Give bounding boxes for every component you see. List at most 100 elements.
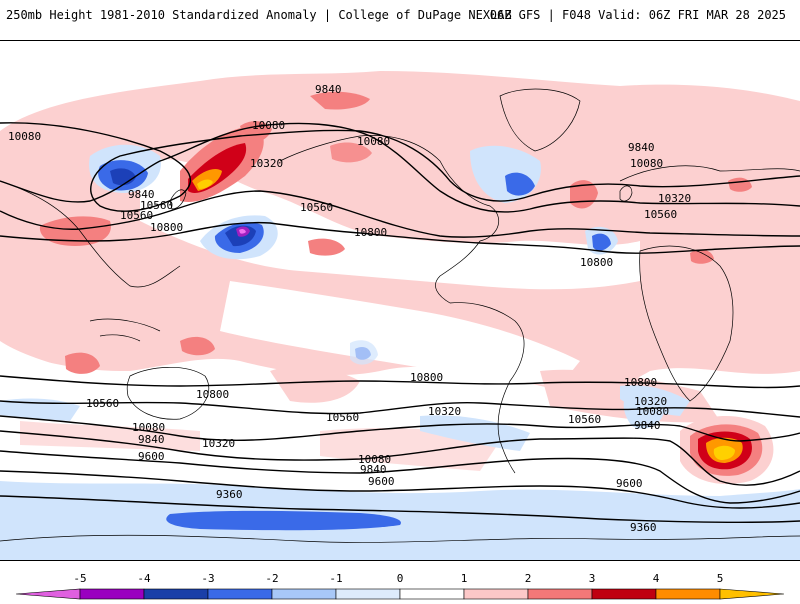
contour-line — [0, 415, 800, 442]
contour-line — [0, 400, 800, 418]
anomaly-region-neutral — [140, 158, 640, 290]
contour-label: 10800 — [624, 376, 657, 389]
contour-label: 10320 — [250, 157, 283, 170]
contour-label: 9840 — [138, 433, 165, 446]
colorbar-swatch — [591, 588, 657, 600]
contour-label: 10560 — [120, 209, 153, 222]
contour-line — [0, 450, 800, 504]
anomaly-region-negative — [0, 481, 800, 519]
contour-label: 10080 — [252, 119, 285, 132]
contour-label: 10320 — [634, 395, 667, 408]
contour-line — [0, 122, 800, 212]
anomaly-region-positive — [330, 142, 372, 163]
contour-line — [0, 495, 800, 524]
anomaly-region-negative — [166, 510, 401, 531]
contour-labels: 9840 10080 10080 10320 9840 10560 10800 … — [8, 83, 691, 534]
model-valid-time: 06Z GFS | F048 Valid: 06Z FRI MAR 28 202… — [489, 8, 786, 22]
contour-label: 9360 — [216, 488, 243, 501]
north-america-coast — [279, 135, 500, 304]
colorbar: -5 -4 -3 -2 -1 0 1 2 3 4 5 — [0, 568, 800, 600]
contour-line — [0, 470, 800, 509]
anomaly-region-negative — [505, 172, 535, 196]
anomaly-region-positive — [240, 121, 272, 142]
contour-label: 10080 — [132, 421, 165, 434]
indonesia-coast — [89, 318, 161, 342]
colorbar-swatch — [15, 588, 81, 600]
south-america-coast — [449, 302, 525, 474]
contour-label: 9840 — [634, 419, 661, 432]
anomaly-region-positive — [713, 445, 735, 460]
contour-label: 9600 — [616, 477, 643, 490]
contour-line — [0, 221, 800, 254]
contour-label: 10080 — [357, 135, 390, 148]
contour-label: 10320 — [428, 405, 461, 418]
contour-label: 9360 — [630, 521, 657, 534]
antarctica-coast — [0, 534, 800, 543]
contour-label: 10080 — [630, 157, 663, 170]
contour-label: 10560 — [140, 199, 173, 212]
contour-label: 10800 — [354, 226, 387, 239]
anomaly-region-positive — [65, 352, 100, 374]
colorbar-ticks: -5 -4 -3 -2 -1 0 1 2 3 4 5 — [73, 572, 723, 585]
contour-line — [0, 122, 800, 213]
colorbar-swatch — [655, 588, 721, 600]
colorbar-swatch — [207, 588, 273, 600]
contour-label: 10080 — [358, 453, 391, 466]
map-canvas: 9840 10080 10080 10320 9840 10560 10800 … — [0, 71, 800, 560]
anomaly-region-positive — [690, 249, 714, 264]
australia-coast — [126, 367, 210, 420]
colorbar-swatch — [79, 588, 145, 600]
anomaly-region-negative — [350, 340, 378, 365]
contour-label: 10080 — [8, 130, 41, 143]
colorbar-tick-label: 3 — [589, 572, 596, 585]
colorbar-swatch — [271, 588, 337, 600]
anomaly-region-negative — [0, 519, 800, 560]
contour-line — [0, 430, 800, 486]
map-panel: 9840 10080 10080 10320 9840 10560 10800 … — [0, 40, 800, 561]
colorbar-tick-label: -1 — [329, 572, 342, 585]
colorbar-tick-label: 4 — [653, 572, 660, 585]
coastlines — [0, 88, 800, 543]
uk-coast — [619, 185, 633, 202]
colorbar-tick-label: 5 — [717, 572, 724, 585]
contour-label: 9840 — [628, 141, 655, 154]
anomaly-region-positive — [308, 238, 345, 256]
greenland-coast — [499, 88, 581, 152]
anomaly-shading — [0, 71, 800, 560]
anomaly-region-negative — [623, 392, 665, 429]
contour-label: 10800 — [580, 256, 613, 269]
colorbar-swatch — [143, 588, 209, 600]
anomaly-region-positive — [180, 336, 215, 356]
contour-label: 10560 — [644, 208, 677, 221]
colorbar-swatch — [335, 588, 401, 600]
contour-line — [0, 375, 800, 389]
contour-label: 10560 — [300, 201, 333, 214]
asia-coast — [0, 180, 181, 288]
height-contours — [0, 122, 800, 524]
contour-label: 9840 — [360, 463, 387, 476]
anomaly-region-negative — [592, 233, 611, 251]
contour-label: 10320 — [658, 192, 691, 205]
contour-label: 10800 — [196, 388, 229, 401]
anomaly-region-negative — [239, 228, 246, 234]
header: 250mb Height 1981-2010 Standardized Anom… — [0, 0, 800, 38]
europe-asia-coast — [619, 165, 800, 182]
colorbar-swatch — [719, 588, 785, 600]
contour-label: 10080 — [636, 405, 669, 418]
anomaly-region-neutral — [220, 281, 580, 386]
map-title: 250mb Height 1981-2010 Standardized Anom… — [6, 8, 512, 22]
colorbar-tick-label: -2 — [265, 572, 278, 585]
colorbar-tick-label: 0 — [397, 572, 404, 585]
contour-label: 10560 — [326, 411, 359, 424]
contour-label: 10800 — [410, 371, 443, 384]
contour-label: 9600 — [368, 475, 395, 488]
anomaly-region-positive — [270, 365, 360, 403]
contour-label: 9840 — [128, 188, 155, 201]
colorbar-tick-label: 2 — [525, 572, 532, 585]
colorbar-swatches — [15, 588, 785, 600]
anomaly-region-positive — [39, 216, 111, 246]
africa-coast — [639, 245, 734, 402]
colorbar-tick-label: 1 — [461, 572, 468, 585]
colorbar-swatch — [399, 588, 465, 600]
anomaly-region-positive — [20, 421, 200, 451]
